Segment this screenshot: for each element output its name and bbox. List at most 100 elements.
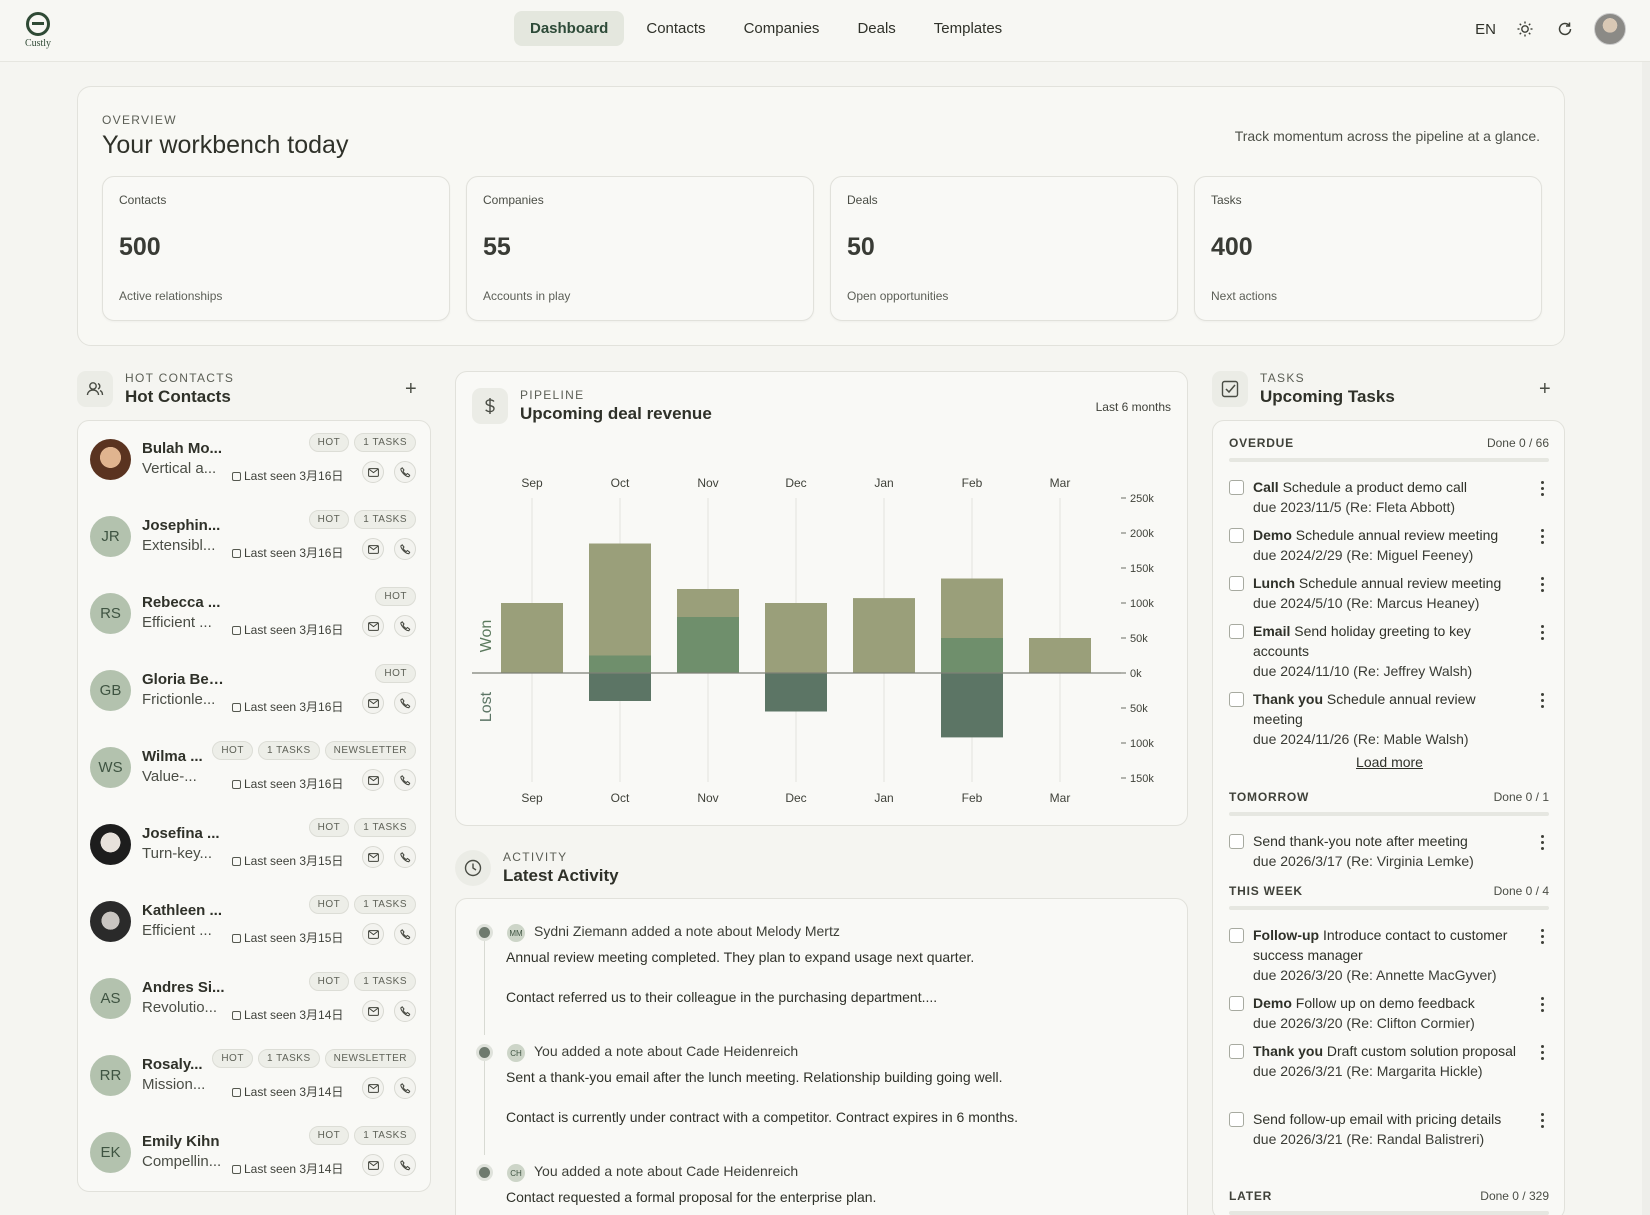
stat-note: Next actions <box>1211 289 1278 303</box>
tasks-list: OVERDUE Done 0 / 66 Call Schedule a produc… <box>1212 420 1565 1215</box>
task-checkbox[interactable] <box>1229 576 1244 591</box>
mail-icon[interactable] <box>362 461 384 483</box>
x-tick-label-top: Jan <box>874 476 893 490</box>
mail-icon[interactable] <box>362 923 384 945</box>
phone-icon[interactable] <box>394 1154 416 1176</box>
contact-name[interactable]: Rebecca ... <box>142 594 221 611</box>
mail-icon[interactable] <box>362 769 384 791</box>
task-text: Demo Schedule annual review meeting due 2… <box>1253 525 1523 565</box>
more-options-icon[interactable] <box>1541 693 1545 711</box>
contact-name[interactable]: Emily Kihn <box>142 1133 220 1150</box>
contact-row[interactable]: JR Josephin... Extensibl... HOT 1 TASKS Last … <box>78 498 430 575</box>
more-options-icon[interactable] <box>1541 625 1545 643</box>
user-avatar[interactable] <box>1594 13 1626 45</box>
task-text: Thank you Schedule annual review meeting… <box>1253 689 1523 749</box>
refresh-icon[interactable] <box>1554 18 1576 40</box>
contact-row[interactable]: GB Gloria Beier Frictionle... HOT Last seen … <box>78 652 430 729</box>
contact-row[interactable]: WS Wilma ... Value-... HOT 1 TASKS NEWSLETTER… <box>78 729 430 806</box>
x-tick-label-bottom: Dec <box>785 791 806 805</box>
phone-icon[interactable] <box>394 461 416 483</box>
phone-icon[interactable] <box>394 846 416 868</box>
task-checkbox[interactable] <box>1229 996 1244 1011</box>
mail-icon[interactable] <box>362 692 384 714</box>
stat-card-deals[interactable]: Deals 50 Open opportunities <box>830 176 1178 321</box>
contact-name[interactable]: Andres Si... <box>142 979 225 996</box>
activity-heading[interactable]: You added a note about Cade Heidenreich <box>534 1043 799 1059</box>
app-logo[interactable]: Custly <box>22 12 54 49</box>
contact-name[interactable]: Gloria Beier <box>142 671 227 688</box>
task-checkbox[interactable] <box>1229 692 1244 707</box>
load-more-link[interactable]: Load more <box>1356 754 1423 770</box>
more-options-icon[interactable] <box>1541 997 1545 1015</box>
task-checkbox[interactable] <box>1229 834 1244 849</box>
mail-icon[interactable] <box>362 1077 384 1099</box>
stat-card-tasks[interactable]: Tasks 400 Next actions <box>1194 176 1542 321</box>
stat-card-companies[interactable]: Companies 55 Accounts in play <box>466 176 814 321</box>
activity-heading[interactable]: You added a note about Cade Heidenreich <box>534 1163 799 1179</box>
contact-row[interactable]: Josefina ... Turn-key... HOT 1 TASKS Last se… <box>78 806 430 883</box>
more-options-icon[interactable] <box>1541 1113 1545 1131</box>
task-checkbox[interactable] <box>1229 928 1244 943</box>
more-options-icon[interactable] <box>1541 577 1545 595</box>
calendar-icon <box>232 1011 241 1020</box>
contact-row[interactable]: RR Rosaly... Mission... HOT 1 TASKS NEWSLETTE… <box>78 1037 430 1114</box>
nav-deals[interactable]: Deals <box>857 20 896 37</box>
add-task-icon[interactable]: + <box>1539 378 1551 400</box>
more-options-icon[interactable] <box>1541 529 1545 547</box>
last-seen: Last seen 3月16日 <box>232 621 343 638</box>
mail-icon[interactable] <box>362 615 384 637</box>
add-contact-icon[interactable]: + <box>405 378 417 400</box>
mail-icon[interactable] <box>362 1000 384 1022</box>
contact-row[interactable]: Kathleen ... Efficient ... HOT 1 TASKS Last … <box>78 883 430 960</box>
contact-tags: HOT 1 TASKS <box>308 433 416 452</box>
more-options-icon[interactable] <box>1541 481 1545 499</box>
stat-label: Companies <box>483 193 544 207</box>
calendar-icon <box>232 472 241 481</box>
mail-icon[interactable] <box>362 538 384 560</box>
tasks-header: TASKS Upcoming Tasks <box>1212 371 1395 407</box>
nav-contacts[interactable]: Contacts <box>646 20 706 37</box>
more-options-icon[interactable] <box>1541 1045 1545 1063</box>
task-checkbox[interactable] <box>1229 1112 1244 1127</box>
contact-name[interactable]: Bulah Mo... <box>142 440 222 457</box>
contact-row[interactable]: Bulah Mo... Vertical a... HOT 1 TASKS Last s… <box>78 421 430 498</box>
contact-name[interactable]: Josefina ... <box>142 825 220 842</box>
task-checkbox[interactable] <box>1229 528 1244 543</box>
contact-name[interactable]: Josephin... <box>142 517 221 534</box>
phone-icon[interactable] <box>394 1000 416 1022</box>
phone-icon[interactable] <box>394 615 416 637</box>
page-scrollbar[interactable] <box>1642 62 1650 1215</box>
phone-icon[interactable] <box>394 1077 416 1099</box>
mail-icon[interactable] <box>362 846 384 868</box>
hot-contacts-header: HOT CONTACTS Hot Contacts <box>77 371 234 407</box>
theme-toggle-icon[interactable] <box>1514 18 1536 40</box>
mail-icon[interactable] <box>362 1154 384 1176</box>
contact-row[interactable]: AS Andres Si... Revolutio... HOT 1 TASKS Last… <box>78 960 430 1037</box>
contact-row[interactable]: RS Rebecca ... Efficient ... HOT Last seen 3… <box>78 575 430 652</box>
phone-icon[interactable] <box>394 769 416 791</box>
phone-icon[interactable] <box>394 538 416 560</box>
task-checkbox[interactable] <box>1229 480 1244 495</box>
contact-tags: HOT <box>375 664 416 683</box>
more-options-icon[interactable] <box>1541 835 1545 853</box>
task-checkbox[interactable] <box>1229 1044 1244 1059</box>
tag-badge: 1 TASKS <box>354 1126 416 1145</box>
author-badge: CH <box>507 1044 525 1062</box>
nav-companies[interactable]: Companies <box>743 20 820 37</box>
phone-icon[interactable] <box>394 923 416 945</box>
contact-row[interactable]: EK Emily Kihn Compellin... HOT 1 TASKS Last s… <box>78 1114 430 1191</box>
tag-badge: HOT <box>308 1126 350 1145</box>
stat-card-contacts[interactable]: Contacts 500 Active relationships <box>102 176 450 321</box>
nav-dashboard[interactable]: Dashboard <box>514 11 625 46</box>
tasks-eyebrow: TASKS <box>1260 371 1305 385</box>
language-switcher[interactable]: EN <box>1475 20 1496 38</box>
pipeline-range[interactable]: Last 6 months <box>1095 400 1171 414</box>
task-group-header: TOMORROW Done 0 / 1 <box>1229 790 1549 804</box>
task-checkbox[interactable] <box>1229 624 1244 639</box>
activity-heading[interactable]: Sydni Ziemann added a note about Melody … <box>534 923 840 939</box>
tag-badge: HOT <box>212 1049 253 1068</box>
contact-name[interactable]: Kathleen ... <box>142 902 223 919</box>
more-options-icon[interactable] <box>1541 929 1545 947</box>
nav-templates[interactable]: Templates <box>933 20 1003 37</box>
phone-icon[interactable] <box>394 692 416 714</box>
